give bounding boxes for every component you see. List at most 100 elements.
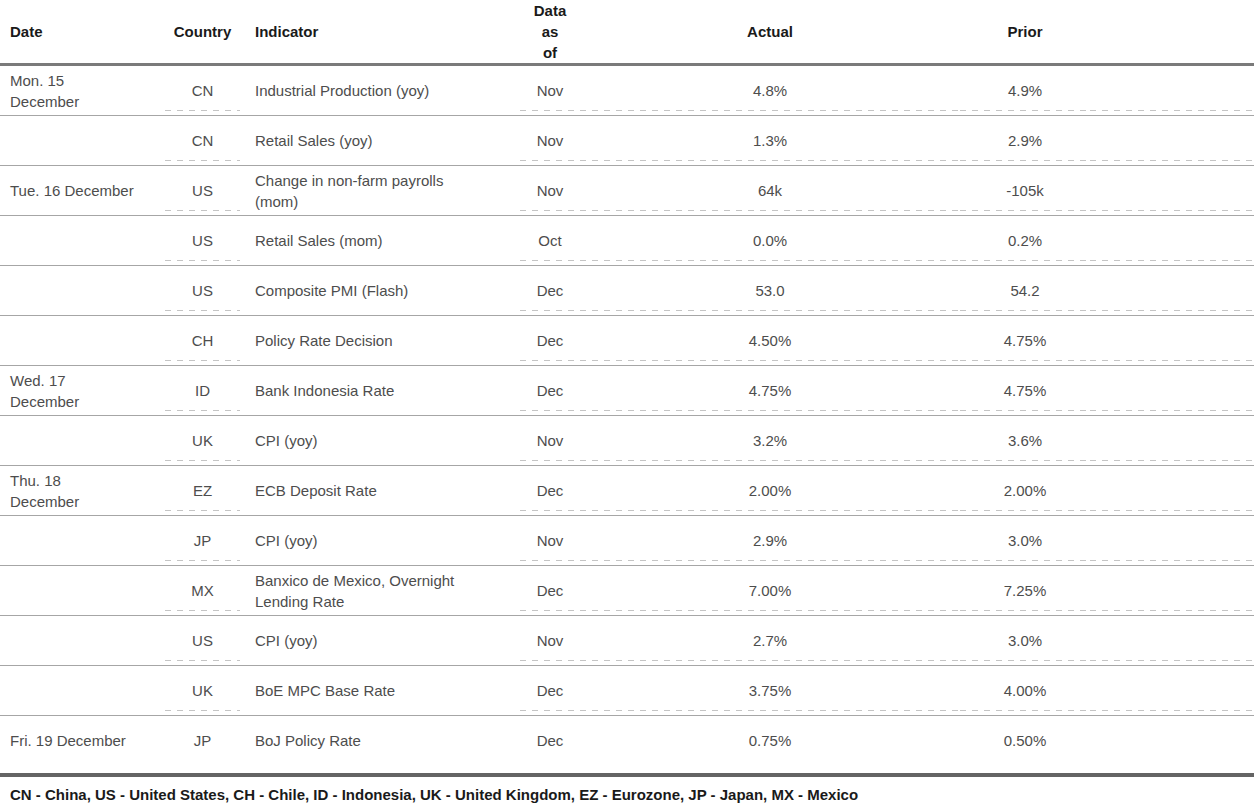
actual-cell: 2.7% [580,616,960,666]
filler-cell [1090,716,1254,766]
filler-cell [1090,65,1254,116]
filler-cell [1090,666,1254,716]
actual-cell: 4.75% [580,366,960,416]
column-header-actual: Actual [580,0,960,65]
date-cell: Fri. 19 December [0,716,165,766]
country-cell: UK [165,666,240,716]
column-header-indicator: Indicator [240,0,520,65]
indicator-cell: Policy Rate Decision [240,316,520,366]
data-as-of-cell: Nov [520,416,580,466]
column-header-prior: Prior [960,0,1090,65]
table-row: Mon. 15 December CN Industrial Productio… [0,65,1254,116]
actual-cell: 3.75% [580,666,960,716]
actual-cell: 0.0% [580,216,960,266]
table-row: Thu. 18 December EZ ECB Deposit Rate Dec… [0,466,1254,516]
indicator-cell: CPI (yoy) [240,616,520,666]
indicator-cell: Bank Indonesia Rate [240,366,520,416]
country-cell: ID [165,366,240,416]
table-body: Mon. 15 December CN Industrial Productio… [0,65,1254,766]
data-as-of-cell: Dec [520,666,580,716]
filler-cell [1090,316,1254,366]
country-cell: CN [165,116,240,166]
economic-calendar-page: Date Country Indicator Data as of Actual… [0,0,1254,804]
date-cell [0,316,165,366]
table-row: CH Policy Rate Decision Dec 4.50% 4.75% [0,316,1254,366]
country-cell: JP [165,516,240,566]
data-as-of-cell: Nov [520,65,580,116]
data-as-of-cell: Dec [520,366,580,416]
filler-cell [1090,216,1254,266]
country-cell: UK [165,416,240,466]
prior-cell: 0.2% [960,216,1090,266]
actual-cell: 0.75% [580,716,960,766]
column-header-date: Date [0,0,165,65]
filler-cell [1090,116,1254,166]
indicator-cell: CPI (yoy) [240,516,520,566]
prior-cell: 4.75% [960,366,1090,416]
date-cell [0,216,165,266]
prior-cell: 3.0% [960,516,1090,566]
date-cell: Tue. 16 December [0,166,165,216]
data-as-of-cell: Dec [520,316,580,366]
prior-cell: 7.25% [960,566,1090,616]
date-cell [0,116,165,166]
actual-cell: 1.3% [580,116,960,166]
data-as-of-cell: Nov [520,166,580,216]
indicator-cell: BoE MPC Base Rate [240,666,520,716]
date-cell: Wed. 17 December [0,366,165,416]
date-cell [0,616,165,666]
data-as-of-cell: Nov [520,116,580,166]
prior-cell: 3.0% [960,616,1090,666]
indicator-cell: Retail Sales (yoy) [240,116,520,166]
filler-cell [1090,566,1254,616]
table-row: Wed. 17 December ID Bank Indonesia Rate … [0,366,1254,416]
indicator-cell: Composite PMI (Flash) [240,266,520,316]
table-row: Tue. 16 December US Change in non-farm p… [0,166,1254,216]
country-cell: US [165,216,240,266]
prior-cell: 4.9% [960,65,1090,116]
actual-cell: 53.0 [580,266,960,316]
actual-cell: 4.8% [580,65,960,116]
table-row: JP CPI (yoy) Nov 2.9% 3.0% [0,516,1254,566]
data-as-of-cell: Nov [520,516,580,566]
column-header-filler [1090,0,1254,65]
data-as-of-cell: Dec [520,566,580,616]
indicator-cell: CPI (yoy) [240,416,520,466]
filler-cell [1090,466,1254,516]
country-cell: MX [165,566,240,616]
data-as-of-cell: Nov [520,616,580,666]
indicator-cell: Banxico de Mexico, Overnight Lending Rat… [240,566,520,616]
country-cell: EZ [165,466,240,516]
prior-cell: -105k [960,166,1090,216]
actual-cell: 2.9% [580,516,960,566]
date-cell: Mon. 15 December [0,65,165,116]
filler-cell [1090,166,1254,216]
indicator-cell: Industrial Production (yoy) [240,65,520,116]
prior-cell: 4.00% [960,666,1090,716]
country-cell: CH [165,316,240,366]
filler-cell [1090,366,1254,416]
economic-calendar-table: Date Country Indicator Data as of Actual… [0,0,1254,765]
indicator-cell: Retail Sales (mom) [240,216,520,266]
date-cell [0,416,165,466]
data-as-of-cell: Dec [520,716,580,766]
country-cell: JP [165,716,240,766]
actual-cell: 4.50% [580,316,960,366]
indicator-cell: Change in non-farm payrolls (mom) [240,166,520,216]
indicator-cell: ECB Deposit Rate [240,466,520,516]
prior-cell: 3.6% [960,416,1090,466]
column-header-country: Country [165,0,240,65]
country-cell: CN [165,65,240,116]
country-cell: US [165,166,240,216]
prior-cell: 0.50% [960,716,1090,766]
actual-cell: 64k [580,166,960,216]
actual-cell: 2.00% [580,466,960,516]
filler-cell [1090,516,1254,566]
data-as-of-cell: Dec [520,266,580,316]
date-cell [0,566,165,616]
table-row: UK BoE MPC Base Rate Dec 3.75% 4.00% [0,666,1254,716]
filler-cell [1090,266,1254,316]
table-row: US Retail Sales (mom) Oct 0.0% 0.2% [0,216,1254,266]
date-cell [0,666,165,716]
actual-cell: 3.2% [580,416,960,466]
